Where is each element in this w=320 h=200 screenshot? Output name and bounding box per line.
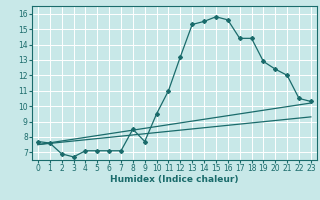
X-axis label: Humidex (Indice chaleur): Humidex (Indice chaleur) — [110, 175, 239, 184]
